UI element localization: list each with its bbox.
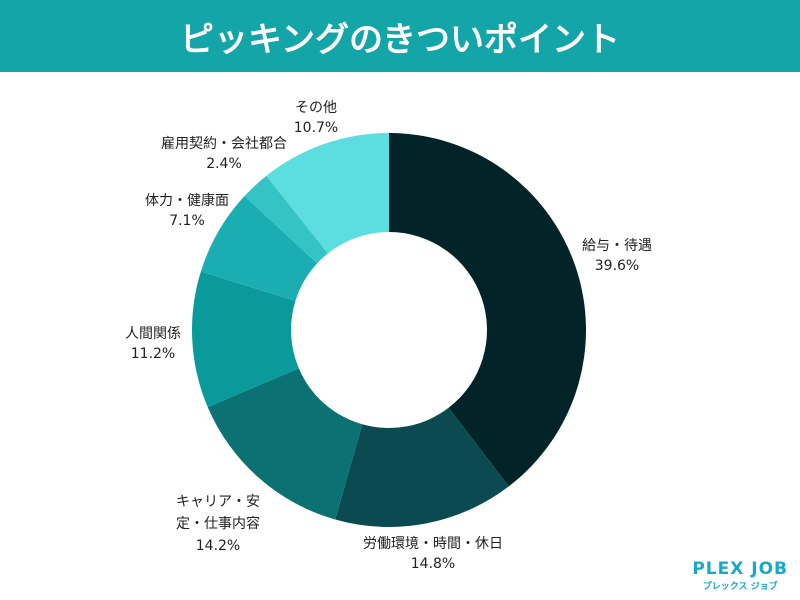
segment-label: 労働環境・時間・休日 14.8% bbox=[363, 534, 503, 574]
donut-segment bbox=[335, 407, 509, 527]
segment-label: その他 10.7% bbox=[294, 98, 338, 138]
donut-segment bbox=[191, 271, 299, 408]
value-label: 11.2% bbox=[130, 346, 176, 362]
donut-segment bbox=[266, 133, 389, 254]
category-label: 労働環境・時間・休日 bbox=[363, 536, 503, 552]
category-label: キャリア・安定・仕事内容 bbox=[176, 494, 260, 532]
donut-segment bbox=[207, 368, 363, 520]
segment-label: 体力・健康面 7.1% bbox=[145, 191, 229, 231]
logo-name: PLEX JOB bbox=[692, 559, 788, 579]
value-label: 10.7% bbox=[293, 120, 339, 136]
logo: PLEX JOB プレックス ジョブ bbox=[692, 559, 788, 592]
value-label: 14.2% bbox=[195, 538, 241, 554]
value-label: 2.4% bbox=[206, 156, 242, 172]
donut-segment bbox=[389, 133, 586, 487]
category-label: 体力・健康面 bbox=[145, 193, 229, 209]
segment-label: 人間関係 11.2% bbox=[125, 324, 181, 364]
value-label: 39.6% bbox=[594, 258, 640, 274]
donut-segment bbox=[244, 175, 328, 264]
category-label: 雇用契約・会社都合 bbox=[161, 136, 287, 152]
value-label: 14.8% bbox=[410, 556, 456, 572]
segment-label: キャリア・安定・仕事内容 14.2% bbox=[170, 491, 266, 557]
category-label: 人間関係 bbox=[125, 326, 181, 342]
segment-label: 雇用契約・会社都合 2.4% bbox=[161, 134, 287, 174]
logo-subtitle: プレックス ジョブ bbox=[702, 582, 778, 592]
segment-label: 給与・待遇 39.6% bbox=[582, 236, 652, 276]
category-label: その他 bbox=[294, 100, 337, 116]
value-label: 7.1% bbox=[169, 213, 205, 229]
chart-title: ピッキングのきついポイント bbox=[0, 0, 800, 72]
category-label: 給与・待遇 bbox=[582, 238, 652, 254]
donut-segment bbox=[200, 196, 318, 301]
